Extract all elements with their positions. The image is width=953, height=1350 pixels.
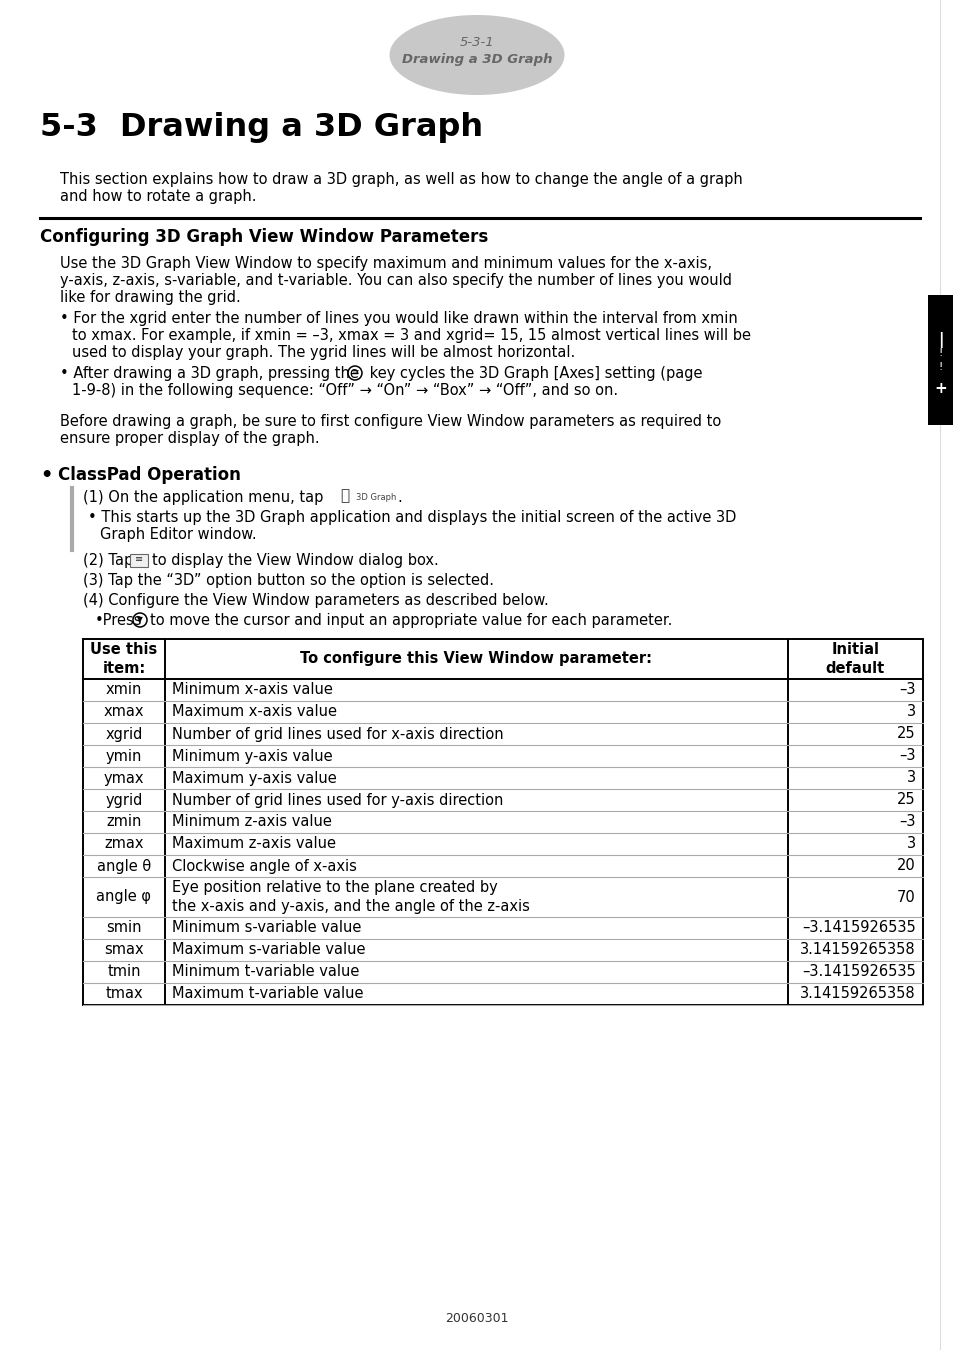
- Text: 5-3  Drawing a 3D Graph: 5-3 Drawing a 3D Graph: [40, 112, 482, 143]
- Text: |: |: [937, 332, 943, 348]
- Text: tmin: tmin: [107, 964, 141, 980]
- Text: key cycles the 3D Graph [Axes] setting (page: key cycles the 3D Graph [Axes] setting (…: [365, 366, 701, 381]
- Text: ClassPad Operation: ClassPad Operation: [58, 466, 240, 485]
- Text: • This starts up the 3D Graph application and displays the initial screen of the: • This starts up the 3D Graph applicatio…: [88, 510, 736, 525]
- Text: 25: 25: [897, 792, 915, 807]
- Text: to display the View Window dialog box.: to display the View Window dialog box.: [152, 554, 438, 568]
- Text: Maximum s-variable value: Maximum s-variable value: [172, 942, 365, 957]
- Text: Maximum t-variable value: Maximum t-variable value: [172, 987, 363, 1002]
- Text: • For the xgrid enter the number of lines you would like drawn within the interv: • For the xgrid enter the number of line…: [60, 310, 737, 325]
- Text: !: !: [938, 348, 943, 359]
- Text: Configuring 3D Graph View Window Parameters: Configuring 3D Graph View Window Paramet…: [40, 228, 488, 246]
- Text: (1) On the application menu, tap: (1) On the application menu, tap: [83, 490, 323, 505]
- Text: 25: 25: [897, 726, 915, 741]
- Text: Minimum s-variable value: Minimum s-variable value: [172, 921, 361, 936]
- Text: Clockwise angle of x-axis: Clockwise angle of x-axis: [172, 859, 356, 873]
- Text: ymin: ymin: [106, 748, 142, 764]
- Text: (3) Tap the “3D” option button so the option is selected.: (3) Tap the “3D” option button so the op…: [83, 572, 494, 589]
- Text: ≡: ≡: [351, 369, 358, 378]
- Text: 70: 70: [897, 890, 915, 905]
- Text: y-axis, z-axis, s-variable, and t-variable. You can also specify the number of l: y-axis, z-axis, s-variable, and t-variab…: [60, 273, 731, 288]
- Text: ygrid: ygrid: [105, 792, 143, 807]
- Text: –3.1415926535: –3.1415926535: [801, 964, 915, 980]
- Text: –3: –3: [899, 814, 915, 829]
- Text: Graph Editor window.: Graph Editor window.: [100, 526, 256, 541]
- Text: zmax: zmax: [104, 837, 144, 852]
- Text: 3: 3: [906, 771, 915, 786]
- Text: Use the 3D Graph View Window to specify maximum and minimum values for the x-axi: Use the 3D Graph View Window to specify …: [60, 256, 711, 271]
- Text: –3: –3: [899, 683, 915, 698]
- Bar: [83, 639, 923, 1004]
- Text: Minimum z-axis value: Minimum z-axis value: [172, 814, 332, 829]
- Text: Maximum z-axis value: Maximum z-axis value: [172, 837, 335, 852]
- Text: Eye position relative to the plane created by
the x-axis and y-axis, and the ang: Eye position relative to the plane creat…: [172, 880, 529, 914]
- Text: (2) Tap: (2) Tap: [83, 554, 133, 568]
- Text: !: !: [938, 362, 943, 371]
- Text: •: •: [40, 466, 52, 485]
- Text: • After drawing a 3D graph, pressing the: • After drawing a 3D graph, pressing the: [60, 366, 363, 381]
- Text: 3: 3: [906, 705, 915, 720]
- Text: 3.14159265358: 3.14159265358: [800, 987, 915, 1002]
- Text: angle φ: angle φ: [96, 890, 152, 905]
- Text: ⛵: ⛵: [339, 487, 349, 504]
- Bar: [130, 554, 148, 567]
- Text: Minimum x-axis value: Minimum x-axis value: [172, 683, 333, 698]
- Text: To configure this View Window parameter:: To configure this View Window parameter:: [300, 652, 652, 667]
- Text: 3.14159265358: 3.14159265358: [800, 942, 915, 957]
- Text: used to display your graph. The ygrid lines will be almost horizontal.: used to display your graph. The ygrid li…: [71, 346, 575, 360]
- Text: and how to rotate a graph.: and how to rotate a graph.: [60, 189, 256, 204]
- Text: 1-9-8) in the following sequence: “Off” → “On” → “Box” → “Off”, and so on.: 1-9-8) in the following sequence: “Off” …: [71, 383, 618, 398]
- Text: –3: –3: [899, 748, 915, 764]
- Text: 20: 20: [897, 859, 915, 873]
- Text: zmin: zmin: [106, 814, 142, 829]
- Text: Number of grid lines used for x-axis direction: Number of grid lines used for x-axis dir…: [172, 726, 503, 741]
- Text: Number of grid lines used for y-axis direction: Number of grid lines used for y-axis dir…: [172, 792, 503, 807]
- Text: xgrid: xgrid: [105, 726, 143, 741]
- Text: 20060301: 20060301: [445, 1311, 508, 1324]
- Text: 5-3-1: 5-3-1: [459, 36, 494, 50]
- Text: +: +: [934, 381, 946, 396]
- Text: xmin: xmin: [106, 683, 142, 698]
- Text: This section explains how to draw a 3D graph, as well as how to change the angle: This section explains how to draw a 3D g…: [60, 171, 742, 188]
- Bar: [927, 296, 953, 425]
- Text: •Press: •Press: [95, 613, 142, 628]
- Text: tmax: tmax: [105, 987, 143, 1002]
- Text: (4) Configure the View Window parameters as described below.: (4) Configure the View Window parameters…: [83, 593, 548, 608]
- Text: to move the cursor and input an appropriate value for each parameter.: to move the cursor and input an appropri…: [150, 613, 672, 628]
- Text: Drawing a 3D Graph: Drawing a 3D Graph: [401, 54, 552, 66]
- Text: xmax: xmax: [104, 705, 144, 720]
- Text: Minimum t-variable value: Minimum t-variable value: [172, 964, 359, 980]
- Text: Maximum x-axis value: Maximum x-axis value: [172, 705, 336, 720]
- Text: ensure proper display of the graph.: ensure proper display of the graph.: [60, 431, 319, 446]
- Text: ymax: ymax: [104, 771, 144, 786]
- Text: –3.1415926535: –3.1415926535: [801, 921, 915, 936]
- Text: like for drawing the grid.: like for drawing the grid.: [60, 290, 240, 305]
- Text: angle θ: angle θ: [97, 859, 151, 873]
- Ellipse shape: [389, 15, 564, 95]
- Text: 3D Graph: 3D Graph: [355, 493, 395, 502]
- Text: ≡: ≡: [134, 554, 143, 564]
- Text: ▼: ▼: [137, 616, 143, 625]
- Text: Use this
item:: Use this item:: [91, 643, 157, 676]
- Text: Initial
default: Initial default: [825, 643, 884, 676]
- Text: .: .: [396, 490, 401, 505]
- Text: 3: 3: [906, 837, 915, 852]
- Text: Before drawing a graph, be sure to first configure View Window parameters as req: Before drawing a graph, be sure to first…: [60, 414, 720, 429]
- Text: smin: smin: [106, 921, 142, 936]
- Text: Minimum y-axis value: Minimum y-axis value: [172, 748, 333, 764]
- Text: smax: smax: [104, 942, 144, 957]
- Text: Maximum y-axis value: Maximum y-axis value: [172, 771, 336, 786]
- Text: to xmax. For example, if xmin = –3, xmax = 3 and xgrid= 15, 15 almost vertical l: to xmax. For example, if xmin = –3, xmax…: [71, 328, 750, 343]
